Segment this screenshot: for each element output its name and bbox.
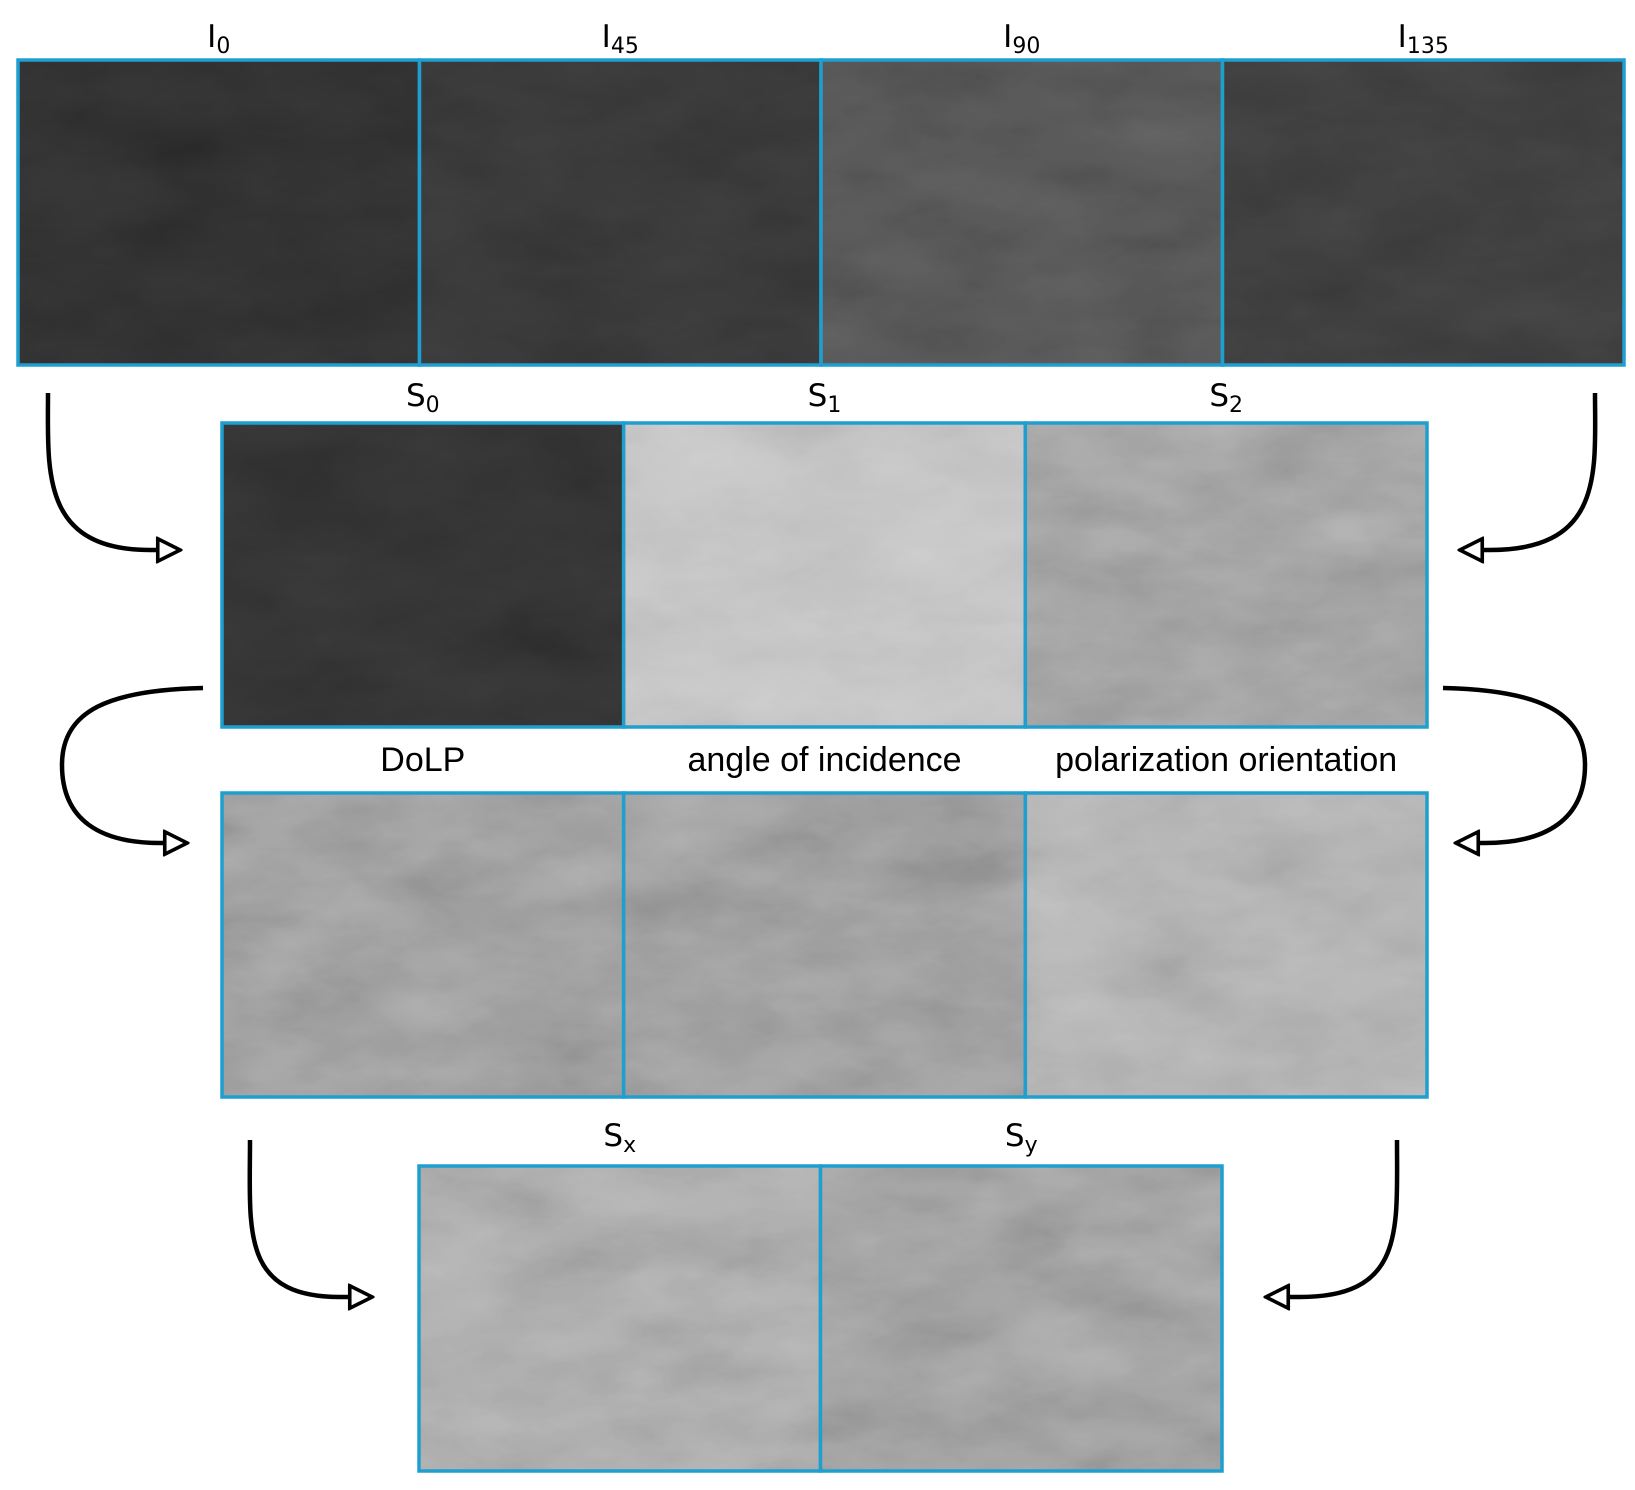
panel-label: S1: [808, 378, 842, 419]
label-subscript: x: [623, 1133, 636, 1158]
label-subscript: 2: [1229, 393, 1243, 418]
panel-label: S0: [406, 378, 440, 419]
label-subscript: 0: [216, 34, 230, 59]
arrow: [250, 1140, 370, 1297]
panel-label: I0: [207, 19, 230, 60]
image-texture: [1025, 423, 1427, 727]
label-subscript: 135: [1407, 34, 1449, 59]
label-subscript: 45: [611, 34, 639, 59]
panel-label: Sy: [1005, 1118, 1038, 1159]
label-subscript: 1: [827, 393, 841, 418]
panel-label: polarization orientation: [1055, 741, 1397, 779]
image-row: DoLP angle of incidence polarization orien…: [222, 741, 1427, 1097]
figure: I0I45I90I135S0S1S2DoLPangle of incidence…: [0, 0, 1635, 1490]
image-texture: [821, 60, 1223, 365]
panel-label: angle of incidence: [687, 741, 961, 779]
label-main: S: [603, 1118, 623, 1154]
panel-label: I90: [1003, 19, 1040, 60]
panel-label: I45: [602, 19, 639, 60]
image-texture: [1025, 793, 1427, 1097]
image-texture: [624, 793, 1026, 1097]
arrow: [1462, 393, 1595, 550]
label-main: I: [602, 19, 611, 55]
arrow: [1268, 1140, 1397, 1297]
panel-label: I135: [1398, 19, 1449, 60]
label-main: I: [207, 19, 216, 55]
image-texture: [1223, 60, 1625, 365]
label-subscript: 0: [426, 393, 440, 418]
image-texture: [222, 423, 624, 727]
panel-label: DoLP: [380, 741, 465, 779]
label-main: I: [1398, 19, 1407, 55]
image-texture: [222, 793, 624, 1097]
label-main: S: [406, 378, 426, 414]
label-subscript: y: [1025, 1133, 1038, 1158]
label-main: I: [1003, 19, 1012, 55]
arrow: [48, 393, 178, 550]
image-texture: [420, 60, 822, 365]
image-texture: [419, 1166, 821, 1471]
image-texture: [821, 1166, 1223, 1471]
panel-label: S2: [1209, 378, 1243, 419]
image-texture: [18, 60, 420, 365]
label-subscript: 90: [1012, 34, 1040, 59]
arrow: [1443, 688, 1585, 843]
label-main: S: [1209, 378, 1229, 414]
label-main: angle of incidence: [687, 741, 961, 779]
label-main: polarization orientation: [1055, 741, 1397, 779]
panel-label: Sx: [603, 1118, 636, 1159]
label-main: S: [1005, 1118, 1025, 1154]
arrow: [62, 688, 203, 843]
label-main: DoLP: [380, 741, 465, 779]
label-main: S: [808, 378, 828, 414]
image-texture: [624, 423, 1026, 727]
